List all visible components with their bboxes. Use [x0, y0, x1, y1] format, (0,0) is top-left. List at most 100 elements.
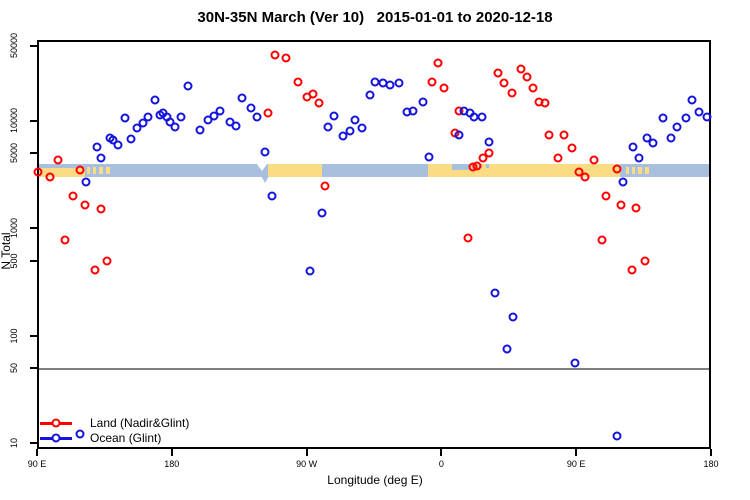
ocean-data-point [96, 153, 106, 163]
land-data-point [463, 233, 473, 243]
land-data-point [439, 83, 449, 93]
y-tick-label: 50000 [9, 32, 19, 58]
land-data-point [33, 167, 43, 177]
ocean-data-point [176, 112, 186, 122]
ocean-data-point [394, 78, 404, 88]
band-ocean-overlay [451, 163, 470, 171]
y-tick-label: 10000 [9, 107, 19, 133]
x-tick-label: 90 W [296, 459, 318, 469]
ocean-data-point [570, 358, 580, 368]
ocean-data-point [317, 208, 327, 218]
land-data-point [484, 148, 494, 158]
land-data-point [270, 50, 280, 60]
legend-label-land: Land (Nadir&Glint) [90, 415, 190, 430]
ocean-data-point [195, 125, 205, 135]
band-coast-notch-icon [257, 163, 268, 171]
land-data-point [522, 72, 532, 82]
ocean-data-point [237, 93, 247, 103]
x-tick-mark [36, 449, 38, 456]
land-data-point [102, 256, 112, 266]
ocean-data-point [143, 112, 153, 122]
ocean-data-point [92, 142, 102, 152]
ocean-data-point [350, 115, 360, 125]
ocean-data-point [81, 177, 91, 187]
x-tick-mark [440, 449, 443, 456]
ocean-data-point [612, 431, 622, 441]
ocean-data-point [418, 97, 428, 107]
land-data-point [96, 204, 106, 214]
land-legend-marker-icon [40, 418, 72, 428]
y-tick-mark [30, 152, 37, 155]
ocean-data-point [246, 103, 256, 113]
ocean-data-point [183, 81, 193, 91]
ocean-data-point [329, 111, 339, 121]
land-data-point [90, 265, 100, 275]
ocean-data-point [113, 140, 123, 150]
ocean-data-point [502, 344, 512, 354]
land-data-point [68, 191, 78, 201]
land-data-point [574, 167, 584, 177]
chart-title: 30N-35N March (Ver 10) 2015-01-01 to 202… [197, 9, 553, 26]
ocean-data-point [385, 80, 395, 90]
ocean-data-point [75, 429, 85, 439]
band-coast-wedge-icon [261, 176, 270, 184]
ocean-data-point [702, 112, 711, 122]
land-data-point [499, 78, 509, 88]
land-data-point [553, 153, 563, 163]
land-data-point [528, 83, 538, 93]
ocean-data-point [508, 312, 518, 322]
land-data-point [493, 68, 503, 78]
ocean-data-point [231, 121, 241, 131]
land-data-point [580, 172, 590, 182]
legend-label-ocean: Ocean (Glint) [90, 430, 162, 445]
ocean-data-point [338, 131, 348, 141]
land-data-point [540, 98, 550, 108]
band-island-speckle [626, 166, 630, 175]
y-tick-label: 100 [9, 328, 19, 344]
land-data-point [433, 58, 443, 68]
land-data-point [60, 235, 70, 245]
land-data-point [544, 130, 554, 140]
ocean-data-point [252, 112, 262, 122]
land-data-point [589, 155, 599, 165]
ocean-data-point [687, 95, 697, 105]
land-data-point [314, 98, 324, 108]
ocean-data-point [634, 153, 644, 163]
x-tick-label: 90 E [566, 459, 586, 469]
legend-item-ocean: Ocean (Glint) [40, 430, 189, 445]
land-data-point [308, 89, 318, 99]
ocean-data-point [138, 118, 148, 128]
reference-line-50 [37, 368, 711, 370]
x-tick-mark [170, 449, 173, 456]
y-tick-mark [30, 119, 37, 122]
ocean-data-point [681, 113, 691, 123]
ocean-data-point [408, 106, 418, 116]
land-data-point [627, 265, 637, 275]
land-data-point [507, 88, 517, 98]
land-data-point [45, 172, 55, 182]
x-tick-label: 0 [438, 459, 444, 469]
ocean-data-point [120, 113, 130, 123]
band-island-speckle [105, 166, 110, 175]
band-island-speckle [632, 166, 636, 175]
land-data-point [53, 155, 63, 165]
land-data-point [75, 165, 85, 175]
band-island-speckle [93, 166, 97, 175]
ocean-data-point [267, 191, 277, 201]
x-tick-mark [575, 449, 578, 456]
band-land-segment [267, 163, 322, 178]
band-land-segment [37, 167, 85, 178]
land-data-point [567, 143, 577, 153]
land-data-point [293, 77, 303, 87]
y-tick-mark [30, 45, 37, 47]
ocean-data-point [666, 133, 676, 143]
x-tick-label: 180 [703, 459, 719, 469]
ocean-data-point [150, 95, 160, 105]
land-data-point [601, 191, 611, 201]
ocean-data-point [618, 177, 628, 187]
ocean-data-point [357, 123, 367, 133]
x-tick-label: 90 E [27, 459, 47, 469]
band-island-speckle [87, 166, 91, 175]
ocean-data-point [305, 266, 315, 276]
